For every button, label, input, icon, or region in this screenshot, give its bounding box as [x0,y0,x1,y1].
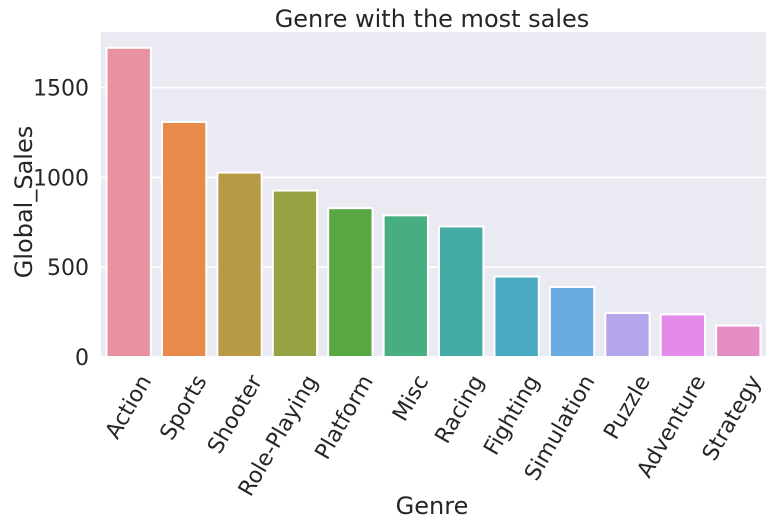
x-tick-label: Misc [388,371,434,426]
y-tick-label: 1000 [33,166,89,191]
bar-simulation [548,285,596,359]
y-tick-label: 1500 [33,77,89,102]
bar-role-playing [271,189,319,358]
x-tick-label: Racing [431,371,490,448]
bar-misc [382,214,429,358]
gridlines [101,86,766,358]
bar-platform [327,207,374,358]
chart-title: Genre with the most sales [275,5,590,33]
y-tick-labels: 0 500 1000 1500 [33,77,89,371]
bar-sports [160,120,208,359]
bar-fighting [493,275,540,358]
bar-action [105,46,152,358]
y-tick-label: 0 [75,346,89,371]
plot-area [101,32,766,357]
bars [105,46,762,359]
bar-racing [438,225,485,358]
x-tick-label: Sports [156,371,213,445]
bar-adventure [659,313,707,359]
x-tick-label: Puzzle [599,371,655,444]
bar-strategy [715,324,762,359]
x-axis-label: Genre [396,492,469,520]
x-tick-label: Action [101,371,157,443]
y-axis-label: Global_Sales [10,126,38,278]
bar-puzzle [604,312,651,359]
y-tick-label: 500 [47,256,89,281]
bar-shooter [216,171,263,358]
